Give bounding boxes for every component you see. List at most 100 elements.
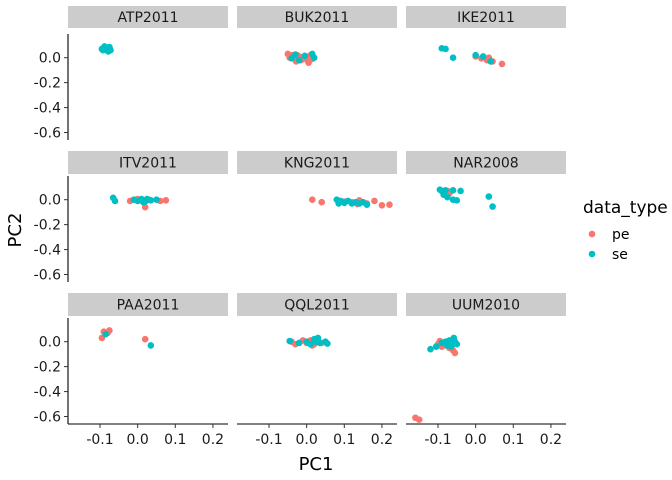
- data-point-pe: [318, 198, 326, 206]
- facet-strip: [406, 6, 566, 28]
- legend-title: data_type: [583, 198, 668, 218]
- facet-strip: [68, 293, 228, 316]
- x-tick-label: 0.1: [333, 432, 355, 448]
- data-point-pe: [308, 196, 316, 203]
- facet-strip: [237, 6, 397, 28]
- data-point-se: [453, 340, 461, 348]
- data-point-se: [111, 197, 119, 205]
- facet-strip: [237, 293, 397, 316]
- facet-panel: KNG2011: [237, 151, 397, 209]
- y-tick-label: -0.6: [34, 268, 61, 284]
- facet-title: ATP2011: [117, 10, 178, 26]
- data-point-se: [472, 51, 479, 59]
- legend-key-pe: [588, 230, 596, 238]
- legend-key-se: [588, 250, 596, 258]
- data-point-se: [442, 45, 449, 53]
- facet-title: IKE2011: [457, 10, 515, 26]
- facet-panels: ATP2011 -0.6 -0.4 -0.2 0.0 BUK2011 IKE2011 ITV2…: [34, 6, 566, 448]
- facet-title: PAA2011: [117, 298, 180, 314]
- facet-panel: QQL2011 -0.1 0.0 0.1 0.2: [237, 293, 397, 448]
- facet-panel: ATP2011 -0.6 -0.4 -0.2 0.0: [34, 6, 228, 142]
- facet-title: UUM2010: [452, 298, 520, 314]
- facet-title: BUK2011: [285, 10, 350, 26]
- data-point-se: [450, 334, 458, 342]
- data-point-pe: [498, 60, 506, 68]
- data-point-se: [432, 343, 440, 350]
- y-axis-title: PC2: [5, 213, 26, 248]
- data-point-se: [286, 337, 294, 345]
- data-point-pe: [141, 203, 149, 211]
- facet-panel: BUK2011: [237, 6, 397, 66]
- data-point-se: [316, 339, 324, 347]
- facet-strip: [406, 293, 566, 316]
- facet-title: QQL2011: [284, 298, 349, 314]
- x-tick-label: 0.2: [371, 432, 393, 448]
- data-point-se: [324, 340, 331, 347]
- x-tick-label: -0.1: [255, 432, 282, 448]
- y-tick-label: -0.4: [34, 101, 61, 117]
- facet-panel: UUM2010 -0.1 0.0 0.1 0.2: [406, 293, 566, 448]
- data-point-se: [457, 187, 464, 195]
- y-tick-label: 0.0: [39, 193, 61, 209]
- data-point-se: [314, 334, 322, 342]
- facet-panel: IKE2011: [406, 6, 566, 68]
- data-point-pe: [378, 202, 386, 209]
- y-tick-label: 0.0: [39, 335, 61, 351]
- data-point-se: [139, 198, 147, 206]
- x-tick-label: 0.1: [164, 432, 186, 448]
- y-tick-label: -0.6: [34, 126, 61, 142]
- x-tick-label: -0.1: [424, 432, 451, 448]
- x-tick-label: 0.0: [296, 432, 318, 448]
- data-point-se: [444, 193, 451, 201]
- data-point-se: [295, 56, 303, 64]
- x-tick-label: -0.1: [86, 432, 113, 448]
- data-point-se: [102, 330, 109, 338]
- facet-strip: [68, 6, 228, 28]
- facet-title: ITV2011: [119, 156, 177, 172]
- data-point-se: [427, 345, 434, 353]
- y-tick-label: -0.6: [34, 410, 61, 426]
- x-tick-label: 0.2: [202, 432, 224, 448]
- data-point-pe: [451, 349, 459, 357]
- data-point-se: [147, 342, 155, 349]
- data-point-se: [147, 197, 155, 204]
- data-point-pe: [162, 197, 170, 204]
- data-point-se: [485, 193, 493, 200]
- y-tick-label: -0.4: [34, 385, 61, 401]
- data-point-se: [301, 52, 309, 60]
- data-point-pe: [305, 59, 312, 66]
- data-point-pe: [386, 201, 393, 208]
- x-axis-title: PC1: [299, 454, 334, 475]
- data-point-pe: [415, 416, 423, 423]
- x-tick-label: 0.2: [540, 432, 562, 448]
- y-tick-label: -0.2: [34, 218, 61, 234]
- data-point-se: [453, 197, 461, 204]
- data-point-se: [99, 46, 107, 54]
- facet-strip: [68, 151, 228, 174]
- data-point-se: [489, 203, 496, 210]
- data-point-se: [487, 58, 495, 65]
- x-tick-label: 0.0: [465, 432, 487, 448]
- facet-panel: NAR2008: [406, 151, 566, 210]
- facet-panel: ITV2011 -0.6 -0.4 -0.2 0.0: [34, 151, 228, 284]
- data-point-se: [307, 340, 314, 348]
- data-point-pe: [141, 335, 149, 343]
- data-point-se: [479, 53, 487, 60]
- data-point-se: [449, 187, 457, 194]
- data-point-se: [442, 187, 449, 194]
- facet-strip: [237, 151, 397, 174]
- facet-panel: PAA2011 -0.6 -0.4 -0.2 0.0 -0.1 0.0 0.1 0.2: [34, 293, 228, 448]
- facet-title: KNG2011: [284, 156, 350, 172]
- y-tick-label: -0.2: [34, 360, 61, 376]
- facet-title: NAR2008: [453, 156, 518, 172]
- y-tick-label: 0.0: [39, 51, 61, 67]
- data-point-se: [447, 343, 455, 350]
- data-point-se: [310, 54, 318, 61]
- data-point-se: [449, 54, 457, 61]
- data-point-pe: [371, 197, 378, 205]
- data-point-se: [363, 201, 371, 208]
- legend: data_type pe se: [583, 198, 668, 263]
- legend-label-se: se: [612, 247, 628, 263]
- x-tick-label: 0.0: [127, 432, 149, 448]
